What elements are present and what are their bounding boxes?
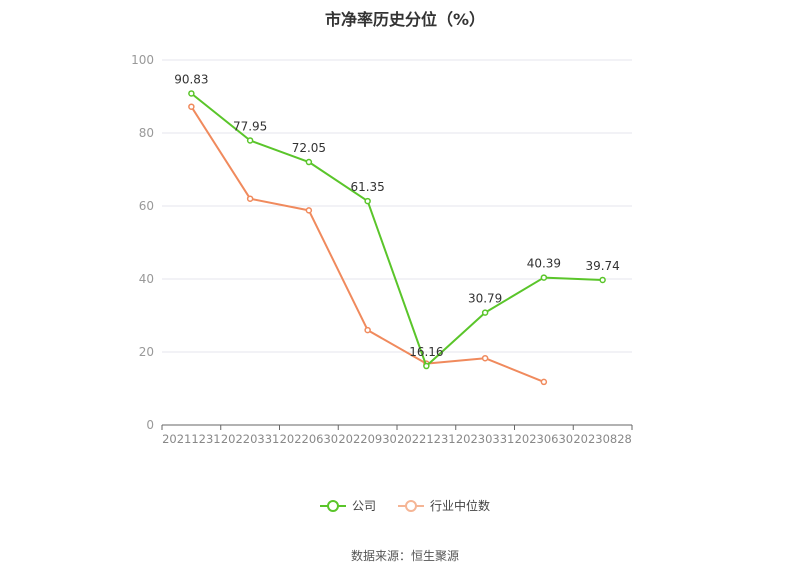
data-point-company bbox=[599, 276, 606, 284]
y-tick-label: 40 bbox=[139, 272, 154, 286]
x-tick-label: 20230331 bbox=[456, 432, 515, 446]
y-tick-label: 80 bbox=[139, 126, 154, 140]
y-tick-label: 0 bbox=[146, 418, 154, 432]
data-point-industry bbox=[540, 378, 548, 386]
data-point-company bbox=[423, 362, 430, 370]
chart-title: 市净率历史分位（%） bbox=[324, 10, 486, 29]
data-label: 72.05 bbox=[292, 141, 326, 155]
data-point-company bbox=[305, 158, 313, 166]
legend-item-industry[interactable]: 行业中位数 bbox=[398, 497, 490, 514]
series-line-company bbox=[190, 92, 603, 368]
y-tick-label: 60 bbox=[139, 199, 154, 213]
data-label: 77.95 bbox=[233, 119, 267, 133]
x-tick-label: 20211231 bbox=[162, 432, 221, 446]
data-point-company bbox=[481, 309, 489, 316]
data-label: 61.35 bbox=[350, 180, 384, 194]
data-point-industry bbox=[305, 207, 313, 214]
y-tick-label: 100 bbox=[131, 53, 154, 67]
data-point-company bbox=[246, 137, 254, 144]
legend-label-industry: 行业中位数 bbox=[430, 499, 491, 513]
data-label: 30.79 bbox=[468, 292, 502, 306]
x-tick-label: 20220331 bbox=[221, 432, 280, 446]
x-tick-label: 20230630 bbox=[515, 432, 574, 446]
data-point-industry bbox=[246, 195, 254, 202]
data-label: 16.16 bbox=[409, 345, 443, 359]
x-tick-label: 20221231 bbox=[397, 432, 456, 446]
y-tick-label: 20 bbox=[139, 345, 154, 359]
legend-item-company[interactable]: 公司 bbox=[319, 497, 376, 514]
data-point-industry bbox=[364, 326, 371, 334]
x-tick-label: 20220930 bbox=[338, 432, 397, 446]
legend-swatch-industry bbox=[398, 499, 424, 512]
data-label: 39.74 bbox=[585, 259, 619, 273]
data-point-company bbox=[540, 274, 548, 281]
data-point-company bbox=[188, 90, 195, 97]
x-tick-label: 20220630 bbox=[280, 432, 339, 446]
series-line-industry bbox=[190, 106, 545, 383]
data-label: 90.83 bbox=[174, 72, 208, 86]
data-point-company bbox=[364, 197, 371, 205]
x-tick-label: 20230828 bbox=[573, 432, 632, 446]
data-point-industry bbox=[481, 354, 489, 362]
data-source: 数据来源：恒生聚源 bbox=[350, 549, 459, 563]
legend: 公司 行业中位数 bbox=[0, 497, 810, 514]
legend-swatch-company bbox=[319, 499, 346, 512]
data-label: 40.39 bbox=[527, 257, 561, 271]
data-point-industry bbox=[188, 103, 195, 110]
legend-label-company: 公司 bbox=[351, 499, 376, 513]
